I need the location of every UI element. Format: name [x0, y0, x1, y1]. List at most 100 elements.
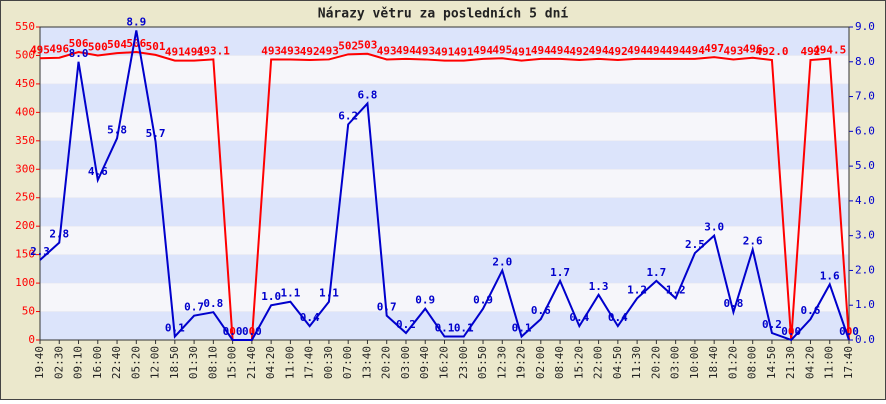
- x-tick-label: 15:00: [226, 346, 239, 379]
- x-tick-label: 03:00: [669, 346, 682, 379]
- data-label: 491: [184, 46, 204, 59]
- y2-tick-label: 5.0: [855, 159, 875, 172]
- data-label: 493: [415, 44, 435, 57]
- data-label: 1.2: [666, 283, 686, 296]
- y2-tick-label: 1.0: [855, 298, 875, 311]
- x-tick-label: 04:50: [611, 346, 624, 379]
- data-label: 0: [846, 325, 853, 338]
- x-tick-label: 04:20: [264, 346, 277, 379]
- data-label: 493: [377, 44, 397, 57]
- data-label: 0.4: [608, 311, 628, 324]
- data-label: 493: [261, 44, 281, 57]
- data-label: 494: [666, 44, 686, 57]
- data-label: 0.1: [512, 322, 532, 335]
- data-label: 494: [589, 44, 609, 57]
- y2-tick-label: 6.0: [855, 124, 875, 137]
- data-label: 0.0: [781, 325, 801, 338]
- grid-band: [40, 140, 849, 170]
- data-label: 497: [704, 42, 724, 55]
- data-label: 491: [165, 46, 185, 59]
- x-tick-label: 02:00: [534, 346, 547, 379]
- x-tick-label: 16:20: [438, 346, 451, 379]
- data-label: 0.6: [801, 304, 821, 317]
- data-label: 0.9: [415, 294, 435, 307]
- y2-tick-label: 4.0: [855, 194, 875, 207]
- y-tick-label: 300: [15, 162, 35, 175]
- x-tick-label: 00:30: [322, 346, 335, 379]
- data-label: 0.0: [242, 325, 262, 338]
- y2-tick-label: 9.0: [855, 20, 875, 33]
- y2-tick-label: 8.0: [855, 55, 875, 68]
- data-label: 495: [492, 43, 512, 56]
- data-label: 494: [396, 44, 416, 57]
- x-tick-label: 09:40: [418, 346, 431, 379]
- y-tick-label: 200: [15, 219, 35, 232]
- data-label: 506: [69, 37, 89, 50]
- x-tick-label: 04:20: [803, 346, 816, 379]
- data-label: 1.1: [319, 287, 339, 300]
- data-label: 6.2: [338, 109, 358, 122]
- x-tick-label: 15:20: [572, 346, 585, 379]
- grid-band: [40, 27, 849, 56]
- data-label: 6.8: [358, 89, 378, 102]
- plot-area: [40, 27, 849, 340]
- data-label: 496: [49, 43, 69, 56]
- x-tick-label: 22:00: [592, 346, 605, 379]
- series-line: [39, 51, 850, 341]
- x-tick-label: 11:00: [283, 346, 296, 379]
- data-label: 494: [646, 44, 666, 57]
- x-tick-label: 16:00: [91, 346, 104, 379]
- data-label: 0: [788, 325, 795, 338]
- y-tick-label: 0: [28, 333, 35, 346]
- data-label: 0.1: [435, 322, 455, 335]
- data-label: 2.5: [685, 238, 705, 251]
- data-label: 8.0: [69, 47, 89, 60]
- data-label: 0.1: [165, 322, 185, 335]
- x-tick-label: 20:20: [380, 346, 393, 379]
- data-label: 492: [300, 45, 320, 58]
- data-label: 492: [569, 45, 589, 58]
- x-tick-label: 08:40: [553, 346, 566, 379]
- data-label: 494: [473, 44, 493, 57]
- x-tick-label: 23:00: [457, 346, 470, 379]
- x-tick-label: 14:50: [765, 346, 778, 379]
- data-label: 2.0: [492, 255, 512, 268]
- data-label: 0.8: [723, 297, 743, 310]
- data-label: 0.2: [762, 318, 782, 331]
- data-label: 0.4: [300, 311, 320, 324]
- data-label: 504: [107, 38, 127, 51]
- data-label: 494.5: [813, 44, 846, 57]
- data-label: 5.8: [107, 123, 127, 136]
- y-tick-label: 150: [15, 248, 35, 261]
- data-label: 0: [249, 325, 256, 338]
- data-label: 0.8: [203, 297, 223, 310]
- data-label: 0.2: [396, 318, 416, 331]
- y-tick-label: 250: [15, 191, 35, 204]
- x-tick-label: 08:10: [206, 346, 219, 379]
- data-label: 491: [512, 46, 532, 59]
- x-tick-label: 11:00: [823, 346, 836, 379]
- series-line: [39, 30, 850, 342]
- x-tick-label: 11:30: [630, 346, 643, 379]
- x-tick-label: 13:40: [360, 346, 373, 379]
- y-tick-label: 100: [15, 276, 35, 289]
- grid-band: [40, 83, 849, 113]
- y-tick-label: 550: [15, 20, 35, 33]
- x-tick-label: 09:10: [72, 346, 85, 379]
- data-label: 0.7: [377, 301, 397, 314]
- data-label: 492: [801, 45, 821, 58]
- data-label: 493: [319, 44, 339, 57]
- grid-band: [40, 197, 849, 227]
- data-label: 2.3: [30, 245, 50, 258]
- x-tick-label: 01:30: [187, 346, 200, 379]
- data-label: 0.6: [531, 304, 551, 317]
- y2-tick-label: 0.0: [855, 333, 875, 346]
- data-label: 493: [280, 44, 300, 57]
- x-tick-label: 22:40: [110, 346, 123, 379]
- data-label: 2.6: [743, 235, 763, 248]
- x-tick-label: 21:30: [784, 346, 797, 379]
- data-label: 5.7: [146, 127, 166, 140]
- x-tick-label: 01:20: [726, 346, 739, 379]
- chart-title: Nárazy větru za posledních 5 dní: [318, 7, 569, 22]
- x-tick-label: 21:40: [245, 346, 258, 379]
